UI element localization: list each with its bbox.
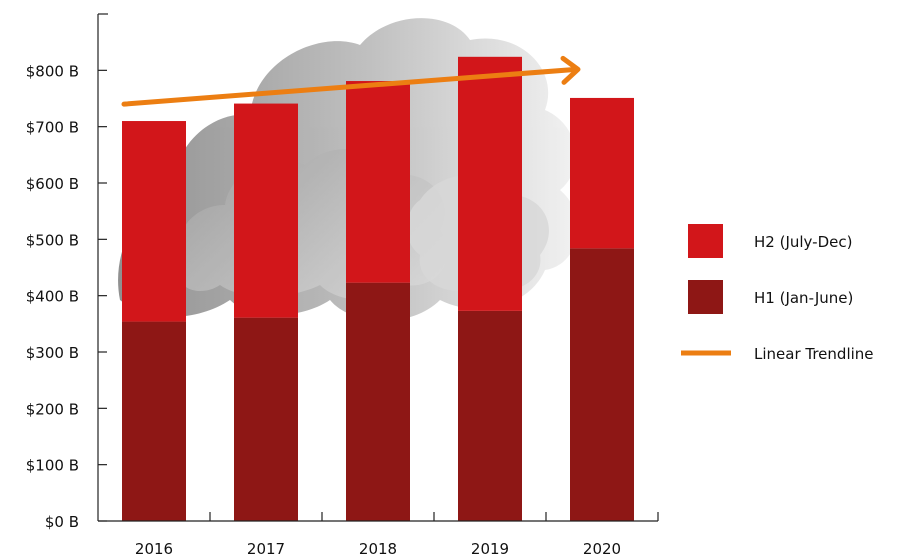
- trendline-line: [121, 66, 579, 107]
- bar-h2-2018: [346, 81, 410, 283]
- y-tick-label: $500 B: [26, 231, 79, 249]
- y-tick-label: $400 B: [26, 288, 79, 306]
- bar-h1-2016: [122, 321, 186, 521]
- bars-group: [122, 56, 634, 521]
- axes-group: $0 B $100 B $200 B $300 B $400 B $500 B $600 B…: [26, 13, 659, 558]
- y-tick-label: $600 B: [26, 175, 79, 193]
- trendline-group: [121, 55, 581, 107]
- y-tick-label: $0 B: [45, 513, 79, 531]
- y-tick-label: $300 B: [26, 344, 79, 362]
- legend: H2 (July-Dec) H1 (Jan-June) Linear Trendli…: [681, 224, 874, 363]
- x-tick-label: 2018: [359, 540, 397, 558]
- x-tick-label: 2017: [247, 540, 285, 558]
- bar-h2-2017: [234, 103, 298, 318]
- legend-label: H2 (July-Dec): [754, 233, 852, 251]
- bar-h2-2019: [458, 56, 522, 311]
- bar-h1-2017: [234, 317, 298, 521]
- x-tick-label: 2016: [135, 540, 173, 558]
- legend-label: Linear Trendline: [754, 345, 874, 363]
- y-tick-label: $100 B: [26, 457, 79, 475]
- bar-h1-2019: [458, 310, 522, 521]
- bar-h1-2018: [346, 282, 410, 521]
- bar-h2-2020: [570, 97, 634, 249]
- x-tick-label: 2019: [471, 540, 509, 558]
- y-tick-label: $200 B: [26, 400, 79, 418]
- x-tick-label: 2020: [583, 540, 621, 558]
- bar-h1-2020: [570, 248, 634, 521]
- y-tick-label: $800 B: [26, 62, 79, 80]
- y-tick-label: $700 B: [26, 119, 79, 137]
- bar-h2-2016: [122, 121, 186, 322]
- legend-label: H1 (Jan-June): [754, 289, 853, 307]
- trendline-arrowhead: [560, 55, 581, 85]
- legend-swatch: [688, 224, 723, 258]
- legend-swatch: [688, 280, 723, 314]
